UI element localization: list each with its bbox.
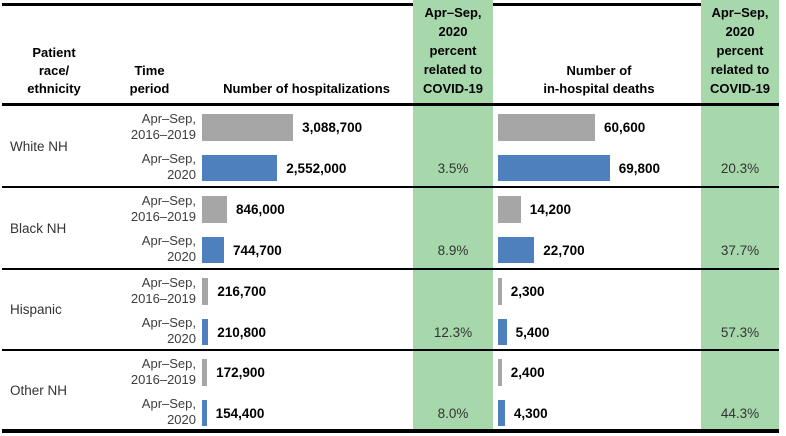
race-label: Other NH <box>10 382 68 398</box>
hosp-value-2020: 2,552,000 <box>286 160 347 176</box>
header-number-of-hospitalizations: Number of hospitalizations <box>200 0 413 103</box>
deaths-bar-2020 <box>498 319 507 345</box>
deaths-bar-baseline <box>498 196 521 223</box>
hosp-bar-2020 <box>202 155 278 181</box>
header-line: Patient <box>32 45 76 60</box>
hosp-value-baseline: 846,000 <box>236 202 285 217</box>
header-line: Apr–Sep, <box>711 5 769 20</box>
hosp-bar-2020 <box>202 319 209 345</box>
hosp-bar-baseline <box>202 359 208 386</box>
hosp-bar-2020 <box>202 400 207 426</box>
hosp-value-2020: 744,700 <box>233 242 282 258</box>
header-rule <box>2 103 779 106</box>
hosp-bar-2020 <box>202 237 224 263</box>
deaths-value-baseline: 14,200 <box>529 202 571 217</box>
hosp-value-baseline: 172,900 <box>216 365 265 380</box>
time-period-baseline-label: Apr–Sep, 2016–2019 <box>130 111 196 142</box>
header-line: period <box>129 81 170 96</box>
hosp-covid-percent: 3.5% <box>437 160 469 176</box>
race-label: Hispanic <box>10 302 62 317</box>
deaths-value-2020: 4,300 <box>513 405 548 421</box>
hosp-covid-percent: 8.9% <box>437 242 469 258</box>
time-period-2020-label: Apr–Sep, 2020 <box>141 315 196 346</box>
race-label: White NH <box>10 138 68 154</box>
hosp-covid-percent: 8.0% <box>437 405 469 421</box>
time-period-baseline-label: Apr–Sep, 2016–2019 <box>130 275 196 306</box>
deaths-bar-baseline <box>498 359 502 386</box>
header-line: COVID-19 <box>710 81 770 96</box>
deaths-value-2020: 5,400 <box>515 324 550 340</box>
deaths-bar-baseline <box>498 278 502 305</box>
bottom-rule <box>2 429 779 433</box>
header-line: Apr–Sep, <box>424 5 482 20</box>
header-patient-race-ethnicity: Patient race/ ethnicity <box>8 0 100 103</box>
deaths-bar-2020 <box>498 155 610 181</box>
header-line: percent <box>429 43 477 58</box>
hosp-bar-baseline <box>202 196 227 223</box>
table-row-hispanic: Hispanic Apr–Sep, 2016–2019 Apr–Sep, 202… <box>0 270 786 349</box>
deaths-covid-percent: 57.3% <box>720 324 760 340</box>
row-separator-1 <box>2 186 779 188</box>
hosp-bar-baseline <box>202 278 209 305</box>
header-line: percent <box>716 43 764 58</box>
hosp-covid-percent: 12.3% <box>433 324 473 340</box>
top-rule-middle-segment <box>493 3 701 6</box>
header-line: COVID-19 <box>423 81 483 96</box>
header-line: related to <box>710 62 770 77</box>
header-line: race/ <box>38 63 70 78</box>
header-line: Number of <box>566 63 632 78</box>
deaths-bar-2020 <box>498 400 505 426</box>
deaths-value-baseline: 60,600 <box>604 120 646 135</box>
time-period-2020-label: Apr–Sep, 2020 <box>141 396 196 427</box>
row-separator-3 <box>2 349 779 351</box>
hosp-value-2020: 154,400 <box>215 405 265 421</box>
table-row-black-nh: Black NH Apr–Sep, 2016–2019 Apr–Sep, 202… <box>0 188 786 268</box>
deaths-covid-percent: 37.7% <box>720 242 760 258</box>
time-period-2020-label: Apr–Sep, 2020 <box>141 233 196 264</box>
header-line: related to <box>423 62 483 77</box>
top-rule-left-segment <box>2 3 413 6</box>
covid-percent-deaths-highlight-column <box>701 0 779 429</box>
time-period-baseline-label: Apr–Sep, 2016–2019 <box>130 356 196 387</box>
deaths-bar-baseline <box>498 114 595 141</box>
header-covid-percent-deaths: Apr–Sep, 2020 percent related to COVID-1… <box>701 0 779 103</box>
table-row-other-nh: Other NH Apr–Sep, 2016–2019 Apr–Sep, 202… <box>0 351 786 429</box>
deaths-covid-percent: 44.3% <box>720 405 760 421</box>
header-covid-percent-hospitalizations: Apr–Sep, 2020 percent related to COVID-1… <box>413 0 493 103</box>
header-line: ethnicity <box>27 81 81 96</box>
deaths-bar-2020 <box>498 237 535 263</box>
header-line: Number of hospitalizations <box>223 81 390 96</box>
header-number-of-in-hospital-deaths: Number of in-hospital deaths <box>497 0 701 103</box>
deaths-value-baseline: 2,400 <box>510 365 545 380</box>
hosp-value-2020: 210,800 <box>217 324 266 340</box>
header-line: Time <box>134 63 165 78</box>
header-time-period: Time period <box>103 0 196 103</box>
deaths-value-2020: 69,800 <box>618 160 660 176</box>
header-line: in-hospital deaths <box>543 81 655 96</box>
table-row-white-nh: White NH Apr–Sep, 2016–2019 Apr–Sep, 202… <box>0 106 786 186</box>
header-line: 2020 <box>438 24 468 39</box>
time-period-2020-label: Apr–Sep, 2020 <box>141 151 196 182</box>
hosp-bar-baseline <box>202 114 294 141</box>
deaths-value-baseline: 2,300 <box>510 284 545 299</box>
deaths-value-2020: 22,700 <box>543 242 585 258</box>
time-period-baseline-label: Apr–Sep, 2016–2019 <box>130 193 196 224</box>
race-label: Black NH <box>10 220 67 236</box>
header-line: 2020 <box>725 24 755 39</box>
hosp-value-baseline: 3,088,700 <box>302 120 363 135</box>
row-separator-2 <box>2 268 779 270</box>
hosp-value-baseline: 216,700 <box>217 284 267 299</box>
deaths-covid-percent: 20.3% <box>720 160 760 176</box>
covid-percent-hosp-highlight-column <box>413 0 493 429</box>
